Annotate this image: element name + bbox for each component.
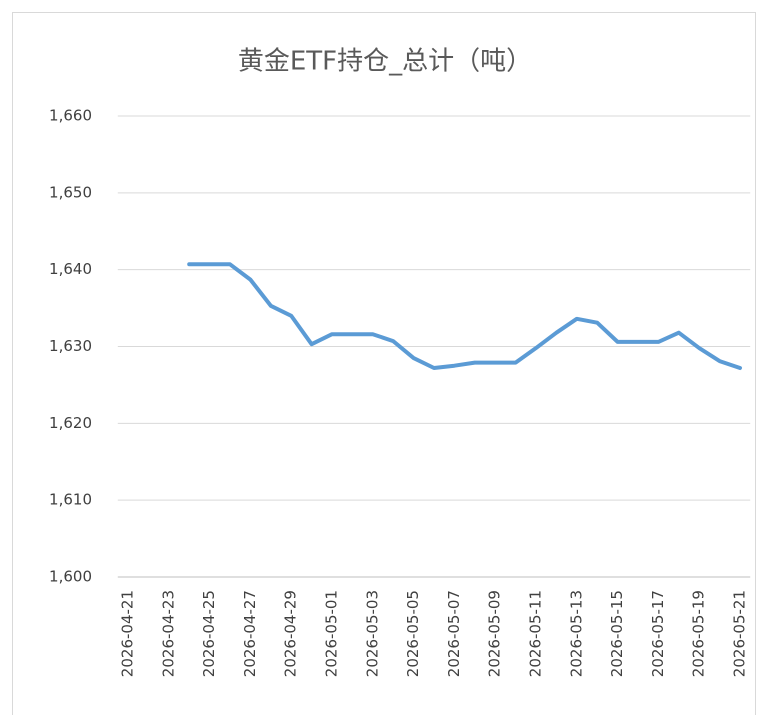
x-tick-label: 2026-05-09 (486, 590, 504, 677)
x-tick-label: 2026-04-27 (241, 590, 259, 677)
x-tick-label: 2026-04-25 (200, 590, 218, 677)
x-tick-label: 2026-04-23 (159, 590, 177, 677)
y-tick-label: 1,610 (49, 491, 92, 509)
x-tick-label: 2026-05-01 (323, 590, 341, 677)
x-tick-label: 2026-05-05 (404, 590, 422, 677)
x-tick-label: 2026-05-07 (445, 590, 463, 677)
chart-frame (12, 12, 756, 715)
x-tick-label: 2026-04-29 (282, 590, 300, 677)
x-tick-label: 2026-05-15 (608, 590, 626, 677)
y-tick-label: 1,650 (49, 183, 92, 201)
x-tick-label: 2026-05-19 (690, 590, 708, 677)
x-tick-label: 2026-05-17 (649, 590, 667, 677)
x-tick-label: 2026-05-03 (363, 590, 381, 677)
x-tick-label: 2026-05-11 (527, 590, 545, 677)
y-tick-label: 1,630 (49, 337, 92, 355)
x-tick-label: 2026-05-13 (567, 590, 585, 677)
x-tick-label: 2026-04-21 (119, 590, 137, 677)
chart-title: 黄金ETF持仓_总计（吨） (238, 47, 532, 77)
y-tick-label: 1,600 (49, 568, 92, 586)
y-tick-label: 1,620 (49, 414, 92, 432)
y-tick-label: 1,660 (49, 107, 92, 125)
x-tick-label: 2026-05-21 (731, 590, 749, 677)
y-tick-label: 1,640 (49, 260, 92, 278)
data-line (187, 262, 742, 371)
